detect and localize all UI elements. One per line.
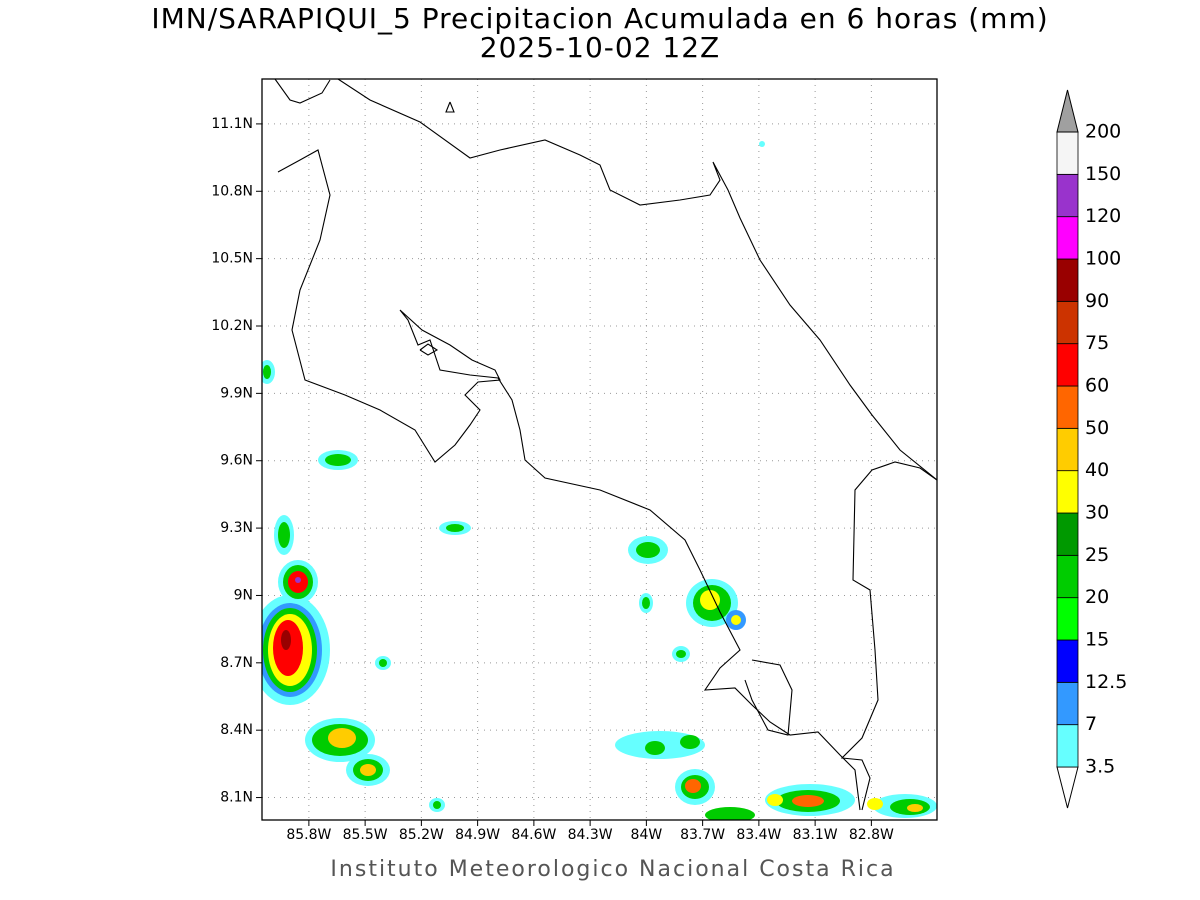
y-tick-label: 9.9N [220, 385, 253, 401]
map-title: IMN/SARAPIQUI_5 Precipitacion Acumulada … [151, 2, 1048, 35]
colorbar-box [1056, 597, 1079, 641]
colorbar-label: 7 [1085, 713, 1097, 735]
y-tick-label: 10.8N [211, 183, 253, 199]
colorbar-above [1056, 89, 1079, 133]
colorbar-box [1056, 216, 1079, 260]
colorbar-label: 40 [1085, 459, 1109, 481]
y-tick-label: 9N [234, 587, 253, 603]
colorbar-box [1056, 724, 1079, 768]
colorbar-label: 150 [1085, 163, 1121, 185]
colorbar-label: 200 [1085, 121, 1121, 143]
x-tick-label: 85.8W [286, 827, 331, 843]
x-tick-label: 84W [631, 827, 663, 843]
colorbar-label: 90 [1085, 290, 1109, 312]
x-tick-label: 83.1W [793, 827, 838, 843]
colorbar-box [1056, 385, 1079, 429]
x-tick-label: 84.9W [455, 827, 500, 843]
x-tick-label: 83.4W [736, 827, 781, 843]
colorbar-box [1056, 427, 1079, 472]
colorbar-label: 15 [1085, 629, 1109, 651]
x-tick-label: 83.7W [680, 827, 725, 843]
y-tick-label: 8.7N [220, 655, 253, 671]
colorbar-box [1056, 258, 1079, 302]
colorbar-below [1056, 766, 1079, 809]
colorbar-label: 3.5 [1085, 756, 1115, 778]
colorbar-box [1056, 300, 1079, 345]
colorbar-box [1056, 470, 1079, 514]
map-footer: Instituto Meteorologico Nacional Costa R… [330, 857, 895, 882]
colorbar: 3.5 7 12.5 15 20 25 30 40 50 60 75 90 100 120 150 200 [1056, 89, 1127, 809]
map-subtitle: 2025-10-02 12Z [480, 31, 720, 64]
colorbar-box [1056, 173, 1079, 218]
plot-area [261, 78, 938, 821]
y-tick-label: 9.3N [220, 520, 253, 536]
y-tick-label: 11.1N [211, 116, 253, 132]
y-tick-label: 9.6N [220, 453, 253, 469]
colorbar-box [1056, 639, 1079, 683]
plot-frame [261, 78, 938, 821]
y-tick-label: 10.2N [211, 318, 253, 334]
colorbar-label: 60 [1085, 375, 1109, 397]
colorbar-box [1056, 554, 1079, 599]
colorbar-label: 30 [1085, 502, 1109, 524]
x-tick-label: 85.2W [399, 827, 444, 843]
colorbar-label: 50 [1085, 417, 1109, 439]
y-tick-label: 10.5N [211, 251, 253, 267]
y-tick-label: 8.4N [220, 722, 253, 738]
colorbar-label: 12.5 [1085, 671, 1127, 693]
colorbar-label: 75 [1085, 332, 1109, 354]
colorbar-label: 25 [1085, 544, 1109, 566]
x-tick-label: 82.8W [849, 827, 894, 843]
colorbar-box [1056, 131, 1079, 175]
colorbar-box [1056, 343, 1079, 387]
x-tick-label: 84.3W [568, 827, 613, 843]
x-tick-label: 84.6W [511, 827, 556, 843]
coastlines [274, 79, 937, 811]
y-tick-label: 8.1N [220, 790, 253, 806]
colorbar-label: 20 [1085, 586, 1109, 608]
colorbar-box [1056, 681, 1079, 726]
precipitation-field [262, 141, 937, 820]
colorbar-label: 120 [1085, 205, 1121, 227]
colorbar-label: 100 [1085, 248, 1121, 270]
colorbar-box [1056, 512, 1079, 556]
x-tick-label: 85.5W [343, 827, 388, 843]
grid [262, 79, 937, 820]
